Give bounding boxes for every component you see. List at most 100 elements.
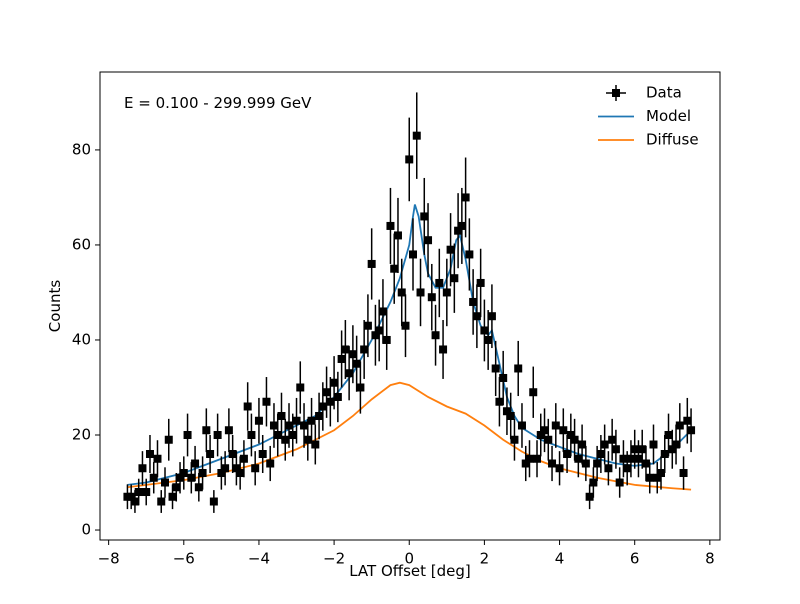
data-point [596,450,605,459]
data-point [315,411,324,420]
data-point [300,421,309,430]
data-point [296,383,305,392]
axes-frame [99,71,721,541]
x-axis-label: LAT Offset [deg] [349,562,471,580]
data-point [386,221,395,230]
y-tick-label: 20 [72,425,91,443]
data-point [405,155,414,164]
data-point [239,454,248,463]
data-point [442,288,451,297]
data-point [273,430,282,439]
data-point [566,430,575,439]
data-point [341,345,350,354]
x-tick-label: 8 [705,550,715,568]
data-point [502,407,511,416]
data-point [540,426,549,435]
x-tick-label: −8 [98,550,120,568]
data-point [484,335,493,344]
data-point [469,297,478,306]
data-point [619,454,628,463]
data-point [416,288,425,297]
data-point [277,411,286,420]
data-point [454,226,463,235]
data-point [292,416,301,425]
data-point [499,373,508,382]
y-tick-label: 80 [72,140,91,158]
data-point [224,426,233,435]
data-point [435,278,444,287]
data-point [439,345,448,354]
data-point [397,288,406,297]
data-point [615,478,624,487]
data-point [254,416,263,425]
data-point [506,411,515,420]
data-point [333,392,342,401]
y-tick-label: 0 [81,521,91,539]
data-point [623,464,632,473]
data-point [555,464,564,473]
data-point [206,450,215,459]
data-point [683,416,692,425]
data-point [476,278,485,287]
data-point [191,459,200,468]
y-tick-label: 60 [72,235,91,253]
data-point [675,421,684,430]
data-point [243,402,252,411]
data-point [236,469,245,478]
data-point [183,430,192,439]
data-point [269,421,278,430]
data-point [585,492,594,501]
data-point [172,483,181,492]
data-point [262,397,271,406]
data-point [668,445,677,454]
data-point [401,321,410,330]
data-point [375,326,384,335]
data-point [630,445,639,454]
data-point [581,459,590,468]
data-point [318,402,327,411]
data-point [472,312,481,321]
data-point [461,193,470,202]
data-point [608,435,617,444]
x-tick-label: 4 [555,550,565,568]
data-point [480,326,489,335]
data-point [378,307,387,316]
data-point [487,312,496,321]
data-point [427,293,436,302]
x-tick-label: 0 [404,550,414,568]
data-point [431,331,440,340]
data-point [337,354,346,363]
data-point [420,212,429,221]
data-point [578,440,587,449]
x-tick-label: 6 [630,550,640,568]
data-point [303,435,312,444]
data-point [521,459,530,468]
data-point [149,473,158,482]
data-point [657,469,666,478]
annotation: E = 0.100 - 299.999 GeV [124,94,312,112]
data-point [626,454,635,463]
legend-label: Data [646,84,682,102]
data-point [450,274,459,283]
data-point [176,473,185,482]
data-point [187,473,196,482]
data-point [574,454,583,463]
data-point [611,445,620,454]
data-point [127,492,136,501]
data-point [536,430,545,439]
data-point [247,430,256,439]
data-point [134,488,143,497]
data-point [251,464,260,473]
data-point [604,464,613,473]
data-point [645,473,654,482]
data-point [161,478,170,487]
data-point [672,440,681,449]
data-point [307,416,316,425]
data-point [348,350,357,359]
data-point [221,464,230,473]
data-point [209,497,218,506]
y-axis-label: Counts [46,280,64,333]
data-point [164,435,173,444]
data-point [409,250,418,259]
